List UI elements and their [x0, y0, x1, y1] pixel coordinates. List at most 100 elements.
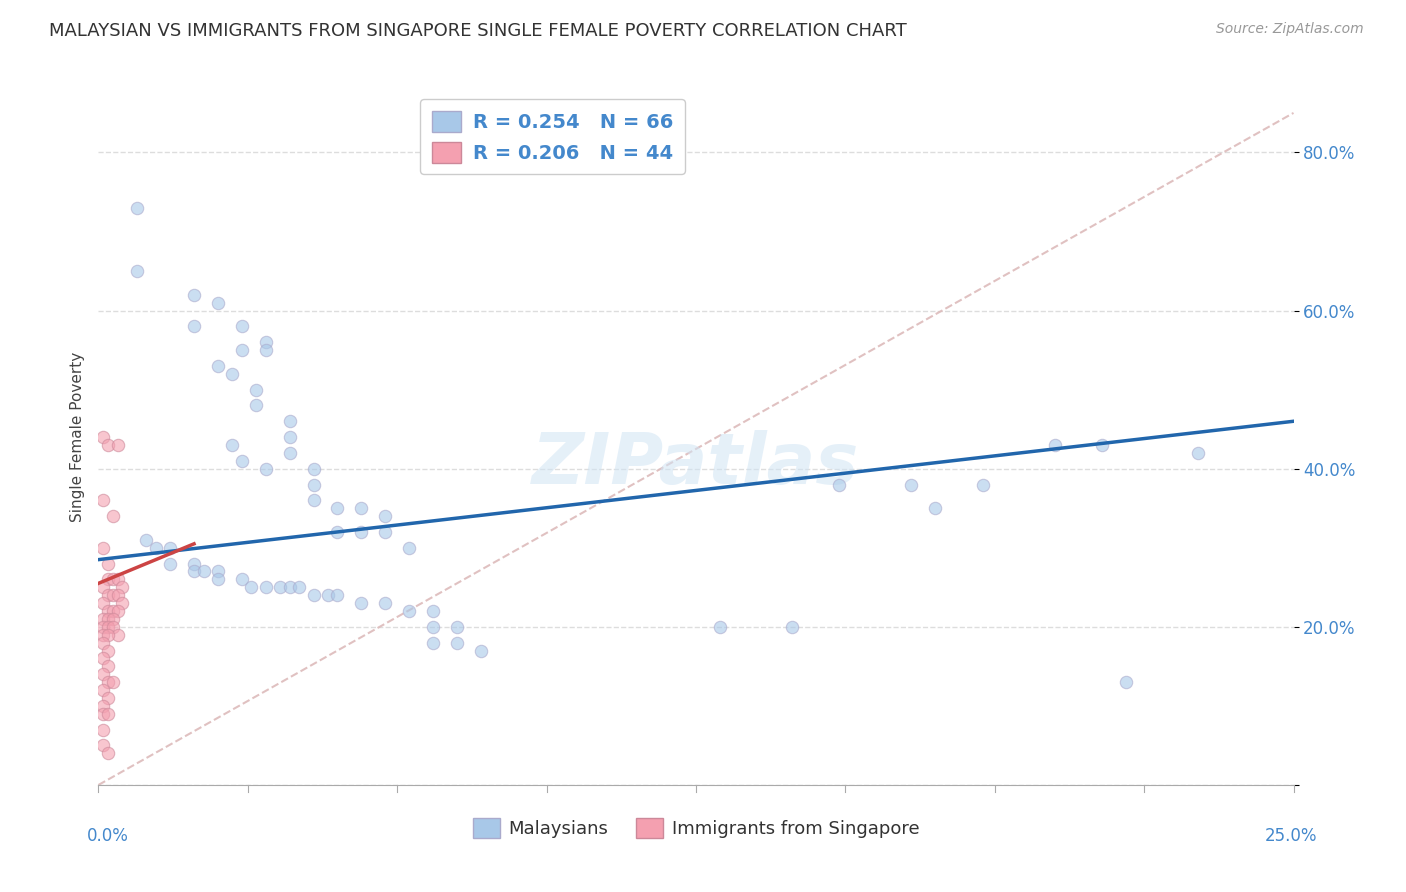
Point [159, 541, 181, 555]
Point [91, 683, 114, 698]
Point [107, 438, 129, 452]
Point [422, 604, 444, 618]
Point [254, 461, 277, 475]
Point [125, 201, 148, 215]
Point [101, 588, 124, 602]
Point [91, 580, 114, 594]
Point [446, 620, 468, 634]
Text: MALAYSIAN VS IMMIGRANTS FROM SINGAPORE SINGLE FEMALE POVERTY CORRELATION CHART: MALAYSIAN VS IMMIGRANTS FROM SINGAPORE S… [49, 22, 907, 40]
Point [97, 438, 120, 452]
Point [97, 643, 120, 657]
Y-axis label: Single Female Poverty: Single Female Poverty [69, 352, 84, 522]
Point [91, 612, 114, 626]
Point [231, 454, 253, 468]
Point [231, 319, 253, 334]
Point [91, 620, 114, 634]
Point [101, 612, 124, 626]
Point [350, 596, 373, 610]
Point [900, 477, 922, 491]
Point [97, 612, 120, 626]
Point [193, 565, 215, 579]
Point [924, 501, 946, 516]
Point [101, 675, 124, 690]
Point [398, 604, 420, 618]
Point [422, 620, 444, 634]
Text: ZIPatlas: ZIPatlas [533, 431, 859, 500]
Point [145, 541, 167, 555]
Point [91, 651, 114, 665]
Point [183, 319, 205, 334]
Point [97, 659, 120, 673]
Point [97, 620, 120, 634]
Point [828, 477, 851, 491]
Point [326, 588, 349, 602]
Point [302, 477, 325, 491]
Legend: Malaysians, Immigrants from Singapore: Malaysians, Immigrants from Singapore [465, 811, 927, 846]
Point [470, 643, 492, 657]
Point [278, 446, 301, 460]
Point [326, 524, 349, 539]
Point [972, 477, 994, 491]
Point [269, 580, 291, 594]
Point [254, 580, 277, 594]
Text: 0.0%: 0.0% [87, 827, 128, 845]
Point [231, 573, 253, 587]
Point [159, 557, 181, 571]
Point [91, 739, 114, 753]
Point [101, 573, 124, 587]
Point [91, 628, 114, 642]
Point [125, 264, 148, 278]
Point [1091, 438, 1114, 452]
Point [135, 533, 157, 547]
Point [183, 287, 205, 301]
Text: 25.0%: 25.0% [1265, 827, 1317, 845]
Point [1115, 675, 1137, 690]
Point [350, 501, 373, 516]
Point [101, 604, 124, 618]
Point [207, 573, 229, 587]
Point [107, 604, 129, 618]
Point [1187, 446, 1209, 460]
Point [374, 596, 396, 610]
Point [446, 635, 468, 649]
Point [254, 335, 277, 350]
Point [422, 635, 444, 649]
Point [302, 461, 325, 475]
Point [91, 698, 114, 713]
Point [91, 541, 114, 555]
Point [221, 367, 243, 381]
Point [97, 573, 120, 587]
Point [398, 541, 420, 555]
Point [245, 399, 267, 413]
Point [316, 588, 339, 602]
Point [107, 628, 129, 642]
Point [97, 675, 120, 690]
Point [91, 493, 114, 508]
Point [1043, 438, 1066, 452]
Point [97, 747, 120, 761]
Point [97, 588, 120, 602]
Point [245, 383, 267, 397]
Point [97, 628, 120, 642]
Point [302, 588, 325, 602]
Point [207, 295, 229, 310]
Point [374, 524, 396, 539]
Point [302, 493, 325, 508]
Text: Source: ZipAtlas.com: Source: ZipAtlas.com [1216, 22, 1364, 37]
Point [107, 573, 129, 587]
Point [97, 604, 120, 618]
Point [374, 509, 396, 524]
Point [183, 565, 205, 579]
Point [111, 580, 134, 594]
Point [278, 580, 301, 594]
Point [709, 620, 731, 634]
Point [91, 596, 114, 610]
Point [278, 430, 301, 444]
Point [97, 706, 120, 721]
Point [254, 343, 277, 357]
Point [101, 620, 124, 634]
Point [111, 596, 134, 610]
Point [207, 565, 229, 579]
Point [91, 667, 114, 681]
Point [91, 706, 114, 721]
